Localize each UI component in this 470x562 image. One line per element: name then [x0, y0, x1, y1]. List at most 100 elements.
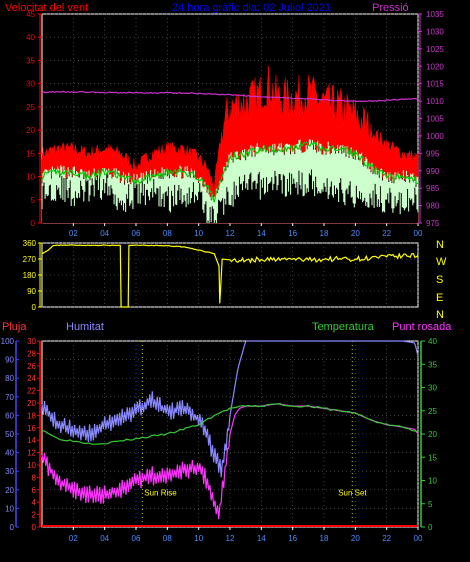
pressure-line	[41, 90, 419, 103]
pressure-tick-label: 1005	[426, 115, 444, 124]
sunrise-label: Sun Rise	[144, 488, 177, 497]
rain-tick-label: 12	[27, 449, 36, 458]
humidity-tick-label: 10	[5, 504, 14, 513]
wind-speed-tick-label: 45	[26, 10, 35, 19]
pressure-tick-label: 1030	[426, 27, 444, 36]
pressure-tick-label: 995	[426, 149, 440, 158]
x-tick-label: 12	[226, 534, 235, 543]
wind-speed-tick-label: 30	[26, 80, 35, 89]
x-tick-label: 12	[226, 229, 235, 238]
x-tick-label: 10	[194, 534, 203, 543]
humidity-tick-label: 30	[5, 467, 14, 476]
temperature-tick-label: 30	[428, 384, 437, 393]
rain-tick-label: 24	[27, 374, 36, 383]
sunset-label: Sun Set	[338, 488, 367, 497]
humidity-tick-label: 0	[10, 523, 15, 532]
compass-label: E	[436, 292, 443, 304]
wind-speed-axis-label: Velocitat del vent	[5, 2, 88, 14]
rain-tick-label: 30	[27, 337, 36, 346]
x-tick-label: 02	[69, 229, 78, 238]
x-tick-label: 08	[163, 534, 172, 543]
direction-degree-label: 0	[32, 303, 37, 312]
temperature-line	[41, 402, 419, 445]
x-tick-label: 06	[132, 534, 141, 543]
pressure-tick-label: 1000	[426, 132, 444, 141]
wind-direction-line	[41, 244, 419, 308]
wind-speed-tick-label: 40	[26, 33, 35, 42]
rain-tick-label: 0	[32, 523, 37, 532]
pressure-tick-label: 1035	[426, 10, 444, 19]
pressure-tick-label: 1025	[426, 45, 444, 54]
wind-speed-tick-label: 25	[26, 103, 35, 112]
pressure-tick-label: 990	[426, 167, 440, 176]
temperature-tick-label: 20	[428, 430, 437, 439]
wind-speed-tick-label: 5	[31, 196, 36, 205]
pressure-tick-label: 1010	[426, 97, 444, 106]
humidity-tick-label: 60	[5, 411, 14, 420]
compass-label: N	[436, 239, 444, 251]
wind-speed-tick-label: 15	[26, 149, 35, 158]
humidity-tick-label: 50	[5, 430, 14, 439]
humidity-axis-label: Humitat	[66, 321, 104, 333]
humidity-tick-label: 100	[1, 337, 15, 346]
temperature-tick-label: 15	[428, 453, 437, 462]
x-tick-label: 04	[100, 534, 109, 543]
rain-tick-label: 4	[32, 498, 37, 507]
chart-title: 24 hora gràfic dia: 02 Juliol 2021	[172, 2, 331, 14]
rain-tick-label: 18	[27, 411, 36, 420]
pressure-tick-label: 1020	[426, 62, 444, 71]
humidity-tick-label: 20	[5, 486, 14, 495]
wind-speed-tick-label: 20	[26, 126, 35, 135]
pressure-tick-label: 980	[426, 202, 440, 211]
humidity-tick-label: 40	[5, 449, 14, 458]
x-tick-label: 08	[163, 229, 172, 238]
pressure-tick-label: 1015	[426, 80, 444, 89]
rain-tick-label: 26	[27, 362, 36, 371]
temperature-tick-label: 10	[428, 477, 437, 486]
pressure-axis-label: Pressió	[372, 2, 409, 14]
wind-pressure-panel: 02 04 06 08 10 12 14 16 18 20 22 000510152025303540…	[26, 10, 444, 238]
x-tick-label: 16	[288, 534, 297, 543]
rain-tick-label: 8	[32, 473, 37, 482]
rain-tick-label: 20	[27, 399, 36, 408]
pressure-tick-label: 985	[426, 184, 440, 193]
wind-min-bars	[41, 139, 419, 223]
x-tick-label: 02	[69, 534, 78, 543]
wind-speed-tick-label: 0	[31, 219, 36, 228]
wind-speed-tick-label: 35	[26, 56, 35, 65]
humidity-tick-label: 70	[5, 393, 14, 402]
rain-tick-label: 2	[32, 511, 37, 520]
x-tick-label: 20	[351, 229, 360, 238]
rain-tick-label: 16	[27, 424, 36, 433]
x-tick-label: 00	[414, 534, 423, 543]
temperature-tick-label: 40	[428, 337, 437, 346]
wind-average-line	[41, 141, 419, 203]
compass-label: S	[436, 274, 443, 286]
x-tick-label: 14	[257, 534, 266, 543]
x-tick-label: 14	[257, 229, 266, 238]
dewpoint-axis-label: Punt rosada	[392, 321, 452, 333]
temperature-axis-label: Temperatura	[312, 321, 375, 333]
humidity-tick-label: 90	[5, 356, 14, 365]
temperature-tick-label: 25	[428, 407, 437, 416]
x-tick-label: 04	[100, 229, 109, 238]
x-tick-label: 20	[351, 534, 360, 543]
x-tick-label: 16	[288, 229, 297, 238]
x-tick-label: 18	[320, 229, 329, 238]
x-tick-label: 00	[414, 229, 423, 238]
rain-tick-label: 28	[27, 349, 36, 358]
humidity-tick-label: 80	[5, 374, 14, 383]
humidity-temperature-panel: 02 04 06 08 10 12 14 16 18 20 22 000102030405060708…	[1, 337, 438, 543]
temperature-tick-label: 5	[428, 500, 433, 509]
x-tick-label: 06	[132, 229, 141, 238]
compass-label: N	[436, 309, 444, 321]
direction-degree-label: 90	[27, 287, 36, 296]
rain-tick-label: 6	[32, 486, 37, 495]
x-tick-label: 22	[382, 229, 391, 238]
direction-degree-label: 360	[23, 239, 37, 248]
direction-degree-label: 180	[23, 271, 37, 280]
temperature-tick-label: 35	[428, 360, 437, 369]
pressure-tick-label: 975	[426, 219, 440, 228]
